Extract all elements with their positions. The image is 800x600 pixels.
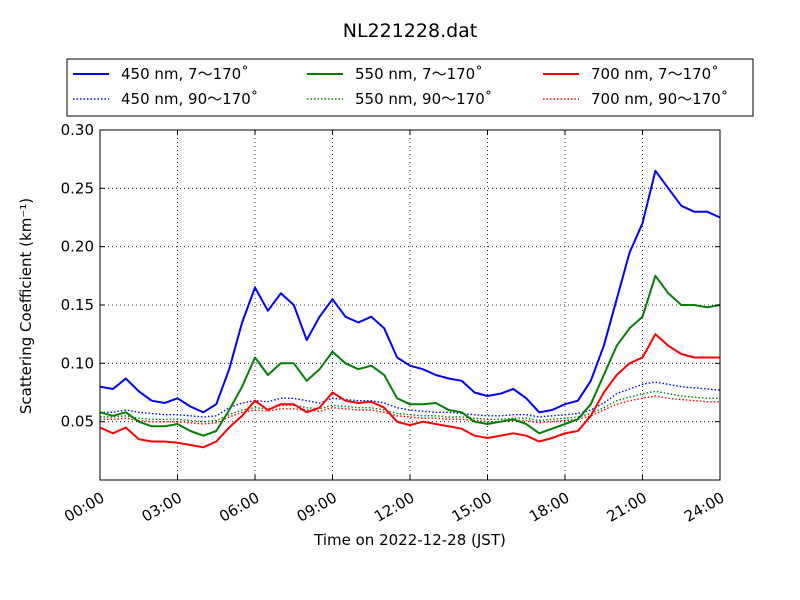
- y-axis-label: Scattering Coefficient (km⁻¹): [17, 198, 35, 414]
- y-tick-label: 0.15: [61, 296, 94, 314]
- series-line-3: [99, 274, 721, 437]
- legend-label: 550 nm, 90～170˚: [355, 90, 492, 108]
- series-line-5: [99, 333, 720, 449]
- x-tick-label: 09:00: [294, 489, 340, 526]
- legend-label: 700 nm, 90～170˚: [591, 90, 728, 108]
- y-tick-label: 0.20: [61, 238, 94, 256]
- legend-label: 700 nm, 7～170˚: [591, 65, 719, 83]
- x-tick-label: 06:00: [216, 489, 262, 526]
- legend-label: 550 nm, 7～170˚: [355, 65, 483, 83]
- data-series: [99, 169, 721, 449]
- legend: 450 nm, 7～170˚ 450 nm, 90～170˚ 550 nm, 7～1…: [66, 58, 754, 117]
- series-line-2: [100, 381, 721, 418]
- grid: [100, 130, 720, 480]
- x-tick-label: 03:00: [139, 489, 185, 526]
- y-tick-label: 0.30: [61, 121, 94, 139]
- y-tick-label: 0.10: [61, 354, 94, 372]
- x-axis-label: Time on 2022-12-28 (JST): [313, 531, 506, 549]
- x-tick-label: 24:00: [681, 489, 727, 526]
- legend-frame: [66, 58, 754, 117]
- y-tick-label: 0.25: [61, 179, 94, 197]
- chart-title: NL221228.dat: [343, 20, 478, 42]
- x-tick-label: 21:00: [604, 489, 650, 526]
- series-line-4: [100, 390, 720, 423]
- x-tick-label: 15:00: [449, 489, 495, 526]
- legend-label: 450 nm, 90～170˚: [121, 90, 258, 108]
- legend-label: 450 nm, 7～170˚: [121, 65, 249, 83]
- x-tick-label: 00:00: [61, 489, 107, 526]
- series-line-1: [99, 169, 721, 414]
- y-tick-label: 0.05: [61, 413, 94, 431]
- x-tick-label: 12:00: [371, 489, 417, 526]
- x-tick-label: 18:00: [526, 489, 572, 526]
